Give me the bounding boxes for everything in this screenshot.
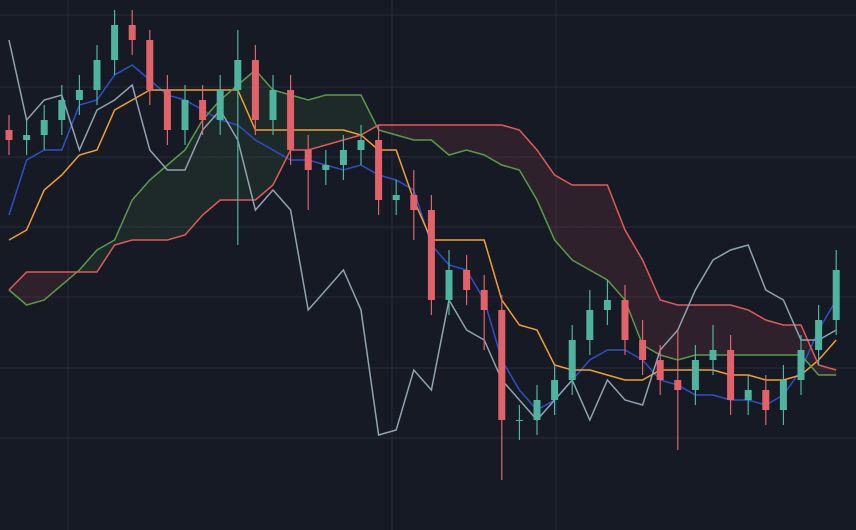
- cloud: [9, 272, 27, 305]
- cloud: [378, 125, 397, 135]
- candle-body: [744, 390, 752, 400]
- candle-body: [75, 90, 83, 100]
- cloud: [519, 130, 537, 200]
- cloud: [765, 320, 784, 355]
- candle-body: [251, 60, 259, 120]
- candle-body: [568, 340, 576, 380]
- cloud: [818, 365, 837, 375]
- cloud: [325, 95, 344, 145]
- candle-body: [427, 210, 435, 300]
- cloud: [413, 125, 432, 140]
- candle-body: [691, 360, 699, 390]
- line: [8, 39, 837, 436]
- cloud: [202, 100, 221, 215]
- cloud: [660, 300, 678, 360]
- candle-body: [727, 350, 735, 400]
- candle-body: [797, 350, 805, 380]
- cloud: [167, 150, 185, 240]
- candle-body: [410, 195, 418, 210]
- cloud: [677, 305, 696, 360]
- candle-body: [93, 60, 101, 90]
- candle-body: [832, 270, 840, 320]
- candle-body: [357, 140, 365, 150]
- candle-body: [199, 100, 207, 120]
- cloud: [484, 125, 502, 165]
- cloud: [501, 125, 520, 170]
- cloud: [695, 305, 713, 355]
- line: [8, 124, 837, 371]
- cloud: [466, 125, 485, 155]
- candle-body: [23, 135, 31, 140]
- cloud: [607, 185, 625, 300]
- cloud: [572, 185, 590, 270]
- cloud: [713, 305, 731, 355]
- candle-body: [163, 90, 171, 130]
- cloud: [343, 95, 361, 140]
- line: [8, 68, 837, 376]
- cloud: [554, 175, 573, 260]
- candle-body: [216, 90, 224, 120]
- candle-body: [392, 195, 400, 200]
- cloud: [237, 70, 256, 200]
- candle-body: [269, 90, 277, 120]
- candle-body: [639, 340, 647, 360]
- cloud: [431, 125, 449, 155]
- candle-body: [5, 130, 13, 140]
- cloud: [730, 305, 749, 355]
- candle-body: [709, 350, 717, 360]
- candle-body: [674, 380, 682, 390]
- candle-body: [779, 380, 787, 410]
- cloud: [220, 85, 238, 200]
- cloud: [44, 272, 62, 300]
- candle-body: [603, 300, 611, 310]
- candle-body: [58, 100, 66, 120]
- cloud: [185, 120, 203, 235]
- cloud: [642, 260, 661, 355]
- candle-body: [339, 150, 347, 165]
- cloud: [26, 272, 45, 305]
- candle-body: [586, 310, 594, 340]
- cloud: [290, 95, 309, 150]
- candle-body: [234, 60, 242, 90]
- candle-body: [551, 380, 559, 400]
- candle-body: [515, 420, 523, 421]
- candle-body: [533, 400, 541, 420]
- candle-body: [322, 165, 330, 170]
- candle-body: [656, 360, 664, 380]
- candle-body: [111, 25, 119, 60]
- cloud: [255, 70, 273, 200]
- candle-body: [762, 390, 770, 410]
- cloud: [449, 125, 467, 155]
- candle-body: [480, 290, 488, 310]
- cloud: [625, 230, 643, 345]
- candle-body: [304, 150, 312, 170]
- cloud: [149, 165, 168, 240]
- candle-body: [375, 140, 383, 200]
- candle-body: [445, 270, 453, 300]
- cloud: [589, 185, 608, 280]
- candle-body: [128, 25, 136, 40]
- candle-body: [287, 90, 295, 150]
- candle-body: [815, 320, 823, 350]
- candle-body: [181, 100, 189, 130]
- candle-body: [146, 40, 154, 90]
- cloud: [273, 90, 291, 185]
- candle-body: [621, 300, 629, 340]
- candle-body: [40, 120, 48, 135]
- cloud: [748, 310, 766, 355]
- candle-body: [463, 270, 471, 290]
- cloud: [537, 150, 555, 240]
- cloud: [783, 325, 801, 355]
- candle-body: [498, 310, 506, 420]
- cloud: [308, 95, 326, 150]
